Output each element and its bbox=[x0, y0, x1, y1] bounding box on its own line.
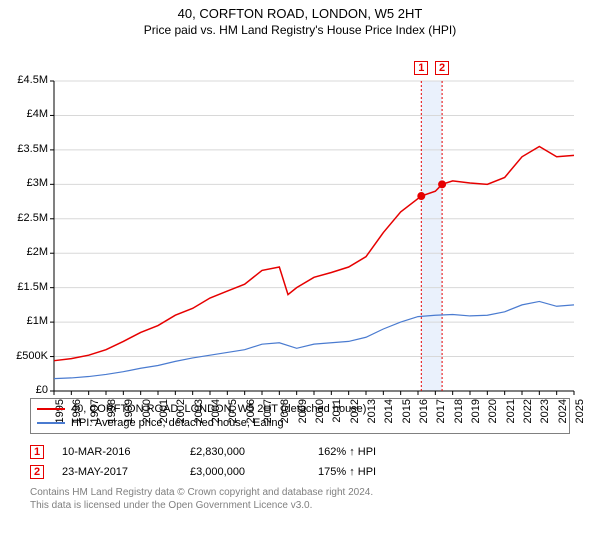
sales-row: 2 23-MAY-2017 £3,000,000 175% ↑ HPI bbox=[30, 462, 570, 482]
series-line bbox=[54, 301, 574, 378]
footer-line: This data is licensed under the Open Gov… bbox=[30, 499, 570, 512]
chart-area: £0 £500K £1M £1.5M £2M £2.5M £3M £3.5M £4M £4.5M 1… bbox=[0, 37, 600, 435]
footer-line: Contains HM Land Registry data © Crown c… bbox=[30, 486, 570, 499]
legend-label: HPI: Average price, detached house, Eali… bbox=[71, 417, 284, 429]
sale-marker-label: 2 bbox=[435, 61, 449, 75]
chart-title: 40, CORFTON ROAD, LONDON, W5 2HT bbox=[0, 0, 600, 21]
sales-row-marker: 1 bbox=[30, 445, 44, 459]
sales-row-pct: 162% ↑ HPI bbox=[318, 446, 376, 458]
y-tick-label: £0 bbox=[0, 384, 48, 396]
plot-svg bbox=[0, 37, 600, 395]
sales-row-price: £2,830,000 bbox=[190, 446, 300, 458]
legend-swatch bbox=[37, 422, 65, 424]
sale-marker-dot bbox=[438, 180, 446, 188]
y-tick-label: £4M bbox=[0, 108, 48, 120]
y-tick-label: £1M bbox=[0, 315, 48, 327]
chart-footer-block: 40, CORFTON ROAD, LONDON, W5 2HT (detach… bbox=[0, 398, 600, 512]
sale-marker-dot bbox=[417, 192, 425, 200]
sales-row-date: 23-MAY-2017 bbox=[62, 466, 172, 478]
sales-table: 1 10-MAR-2016 £2,830,000 162% ↑ HPI 2 23-MAY-… bbox=[30, 442, 570, 482]
license-footer: Contains HM Land Registry data © Crown c… bbox=[30, 482, 570, 512]
y-tick-label: £4.5M bbox=[0, 74, 48, 86]
y-tick-label: £2M bbox=[0, 246, 48, 258]
legend-label: 40, CORFTON ROAD, LONDON, W5 2HT (detach… bbox=[71, 403, 366, 415]
sales-row-pct: 175% ↑ HPI bbox=[318, 466, 376, 478]
sales-row: 1 10-MAR-2016 £2,830,000 162% ↑ HPI bbox=[30, 442, 570, 462]
y-tick-label: £2.5M bbox=[0, 212, 48, 224]
sale-marker-label: 1 bbox=[414, 61, 428, 75]
y-tick-label: £3.5M bbox=[0, 143, 48, 155]
y-tick-label: £500K bbox=[0, 350, 48, 362]
y-tick-label: £3M bbox=[0, 177, 48, 189]
legend: 40, CORFTON ROAD, LONDON, W5 2HT (detach… bbox=[30, 398, 570, 434]
legend-item: 40, CORFTON ROAD, LONDON, W5 2HT (detach… bbox=[37, 402, 563, 416]
chart-subtitle: Price paid vs. HM Land Registry's House … bbox=[0, 21, 600, 37]
sales-row-marker: 2 bbox=[30, 465, 44, 479]
sales-row-date: 10-MAR-2016 bbox=[62, 446, 172, 458]
sales-row-price: £3,000,000 bbox=[190, 466, 300, 478]
y-tick-label: £1.5M bbox=[0, 281, 48, 293]
legend-swatch bbox=[37, 408, 65, 410]
legend-item: HPI: Average price, detached house, Eali… bbox=[37, 416, 563, 430]
